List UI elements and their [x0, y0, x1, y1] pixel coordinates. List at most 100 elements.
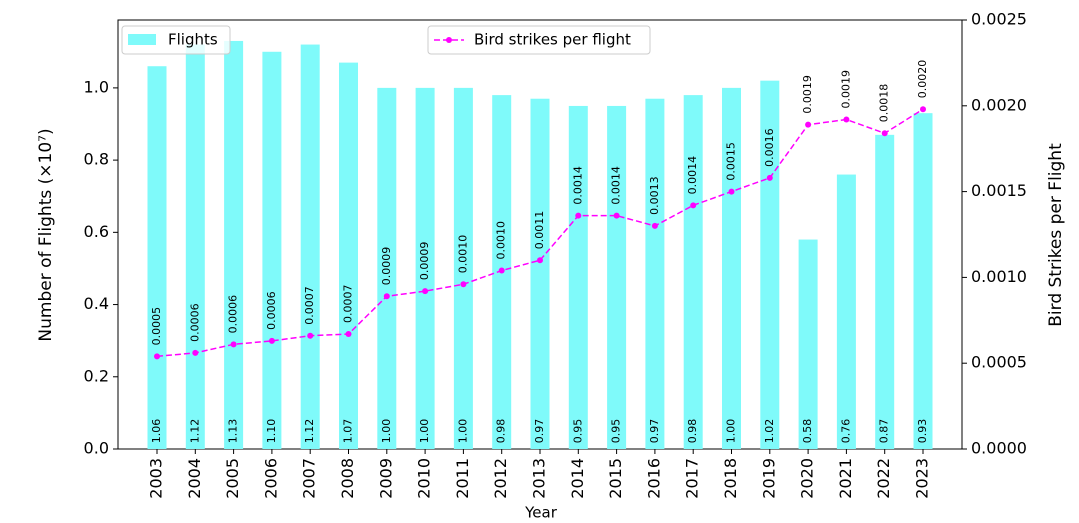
bar-value-label: 1.07 [342, 419, 355, 444]
x-tick-label: 2013 [530, 458, 549, 499]
y-axis-label: Number of Flights (×10⁷) [36, 128, 56, 341]
bar-value-label: 1.00 [456, 419, 469, 444]
bar-value-label: 1.02 [763, 419, 776, 444]
line-point [575, 212, 582, 219]
bar [683, 95, 703, 449]
x-tick-label: 2006 [261, 458, 280, 499]
bar [147, 66, 167, 449]
bar-value-label: 1.12 [303, 419, 316, 444]
line-point [192, 349, 199, 356]
line-value-label: 0.0018 [878, 84, 891, 123]
bar-value-label: 0.95 [571, 419, 584, 444]
line-point [537, 257, 543, 264]
line-point [613, 212, 620, 219]
bar-value-label: 0.93 [916, 419, 929, 444]
bar [836, 174, 856, 450]
bar [645, 98, 665, 449]
y2-tick-label: 0.0000 [971, 439, 1027, 458]
x-tick-label: 2008 [338, 458, 357, 499]
bar [568, 105, 588, 449]
bar-value-label: 1.12 [188, 419, 201, 444]
legend-swatch [128, 34, 156, 45]
bar [760, 80, 780, 450]
y2-tick-label: 0.0020 [971, 95, 1027, 114]
line-point [383, 293, 390, 300]
x-tick-label: 2022 [874, 458, 893, 499]
line-point [843, 116, 850, 123]
line-point [460, 281, 467, 288]
bar-value-label: 0.97 [648, 419, 661, 444]
line-value-label: 0.0016 [763, 128, 776, 167]
line-value-label: 0.0005 [150, 307, 163, 346]
line-value-label: 0.0006 [265, 291, 278, 330]
x-tick-label: 2014 [568, 458, 587, 499]
bar [300, 44, 320, 450]
line-point [422, 288, 429, 295]
line-value-label: 0.0014 [610, 166, 623, 205]
x-tick-label: 2005 [223, 458, 242, 499]
x-tick-label: 2010 [415, 458, 434, 499]
x-tick-label: 2020 [798, 458, 817, 499]
x-tick-label: 2021 [836, 458, 855, 499]
bar-value-label: 0.97 [533, 419, 546, 444]
line-point [651, 222, 658, 229]
bar-value-label: 0.98 [686, 419, 699, 444]
x-tick-label: 2007 [300, 458, 319, 499]
y2-tick-label: 0.0025 [971, 10, 1027, 29]
legend-label: Flights [168, 31, 218, 49]
line-value-label: 0.0006 [227, 295, 240, 334]
line-series [156, 108, 924, 358]
line-value-label: 0.0009 [380, 247, 393, 286]
line-value-label: 0.0009 [418, 242, 431, 281]
y2-axis-label: Bird Strikes per Flight [1046, 143, 1066, 327]
line-point [230, 341, 237, 348]
line-value-label: 0.0014 [686, 156, 699, 195]
bar-value-label: 0.87 [878, 419, 891, 444]
x-axis-label: Year [524, 504, 558, 522]
line-value-label: 0.0010 [456, 235, 469, 274]
bar [798, 239, 818, 449]
x-tick-label: 2019 [759, 458, 778, 499]
line-point [345, 331, 352, 338]
line-point [690, 202, 697, 209]
line-value-label: 0.0011 [533, 211, 546, 250]
x-tick-label: 2016 [644, 458, 663, 499]
y2-tick-label: 0.0005 [971, 353, 1027, 372]
line-point [766, 174, 773, 181]
y-tick-label: 1.0 [84, 77, 109, 96]
bar-value-label: 1.00 [725, 419, 738, 444]
x-tick-label: 2023 [913, 458, 932, 499]
bar [607, 105, 627, 449]
bar [339, 62, 358, 449]
line-value-label: 0.0006 [188, 303, 201, 342]
x-tick-label: 2012 [491, 458, 510, 499]
x-tick-label: 2017 [683, 458, 702, 499]
bar [913, 113, 933, 450]
line-value-label: 0.0013 [648, 176, 661, 215]
bar-value-label: 1.13 [227, 419, 240, 444]
line-point [805, 121, 812, 128]
bar-value-label: 1.06 [150, 419, 163, 444]
line-point [154, 353, 160, 360]
bar-value-label: 0.76 [839, 419, 852, 444]
line-point [728, 188, 735, 195]
bar [530, 98, 550, 449]
y2-tick-label: 0.0010 [971, 267, 1027, 286]
bar [875, 134, 895, 450]
bar [415, 87, 435, 449]
bar [224, 40, 244, 449]
bar-value-label: 0.58 [801, 419, 814, 444]
line-value-label: 0.0019 [801, 75, 814, 114]
line-value-label: 0.0007 [342, 285, 355, 324]
legend-box [427, 25, 651, 55]
y-tick-label: 0.8 [84, 150, 109, 169]
bar-value-label: 1.00 [418, 419, 431, 444]
y2-tick-label: 0.0015 [971, 181, 1027, 200]
line-value-label: 0.0007 [303, 286, 316, 325]
bar [722, 87, 741, 449]
y-tick-label: 0.2 [84, 366, 109, 385]
bar [185, 44, 205, 450]
bar-value-label: 1.00 [380, 419, 393, 444]
x-tick-label: 2015 [606, 458, 625, 499]
line-value-label: 0.0020 [916, 60, 929, 99]
